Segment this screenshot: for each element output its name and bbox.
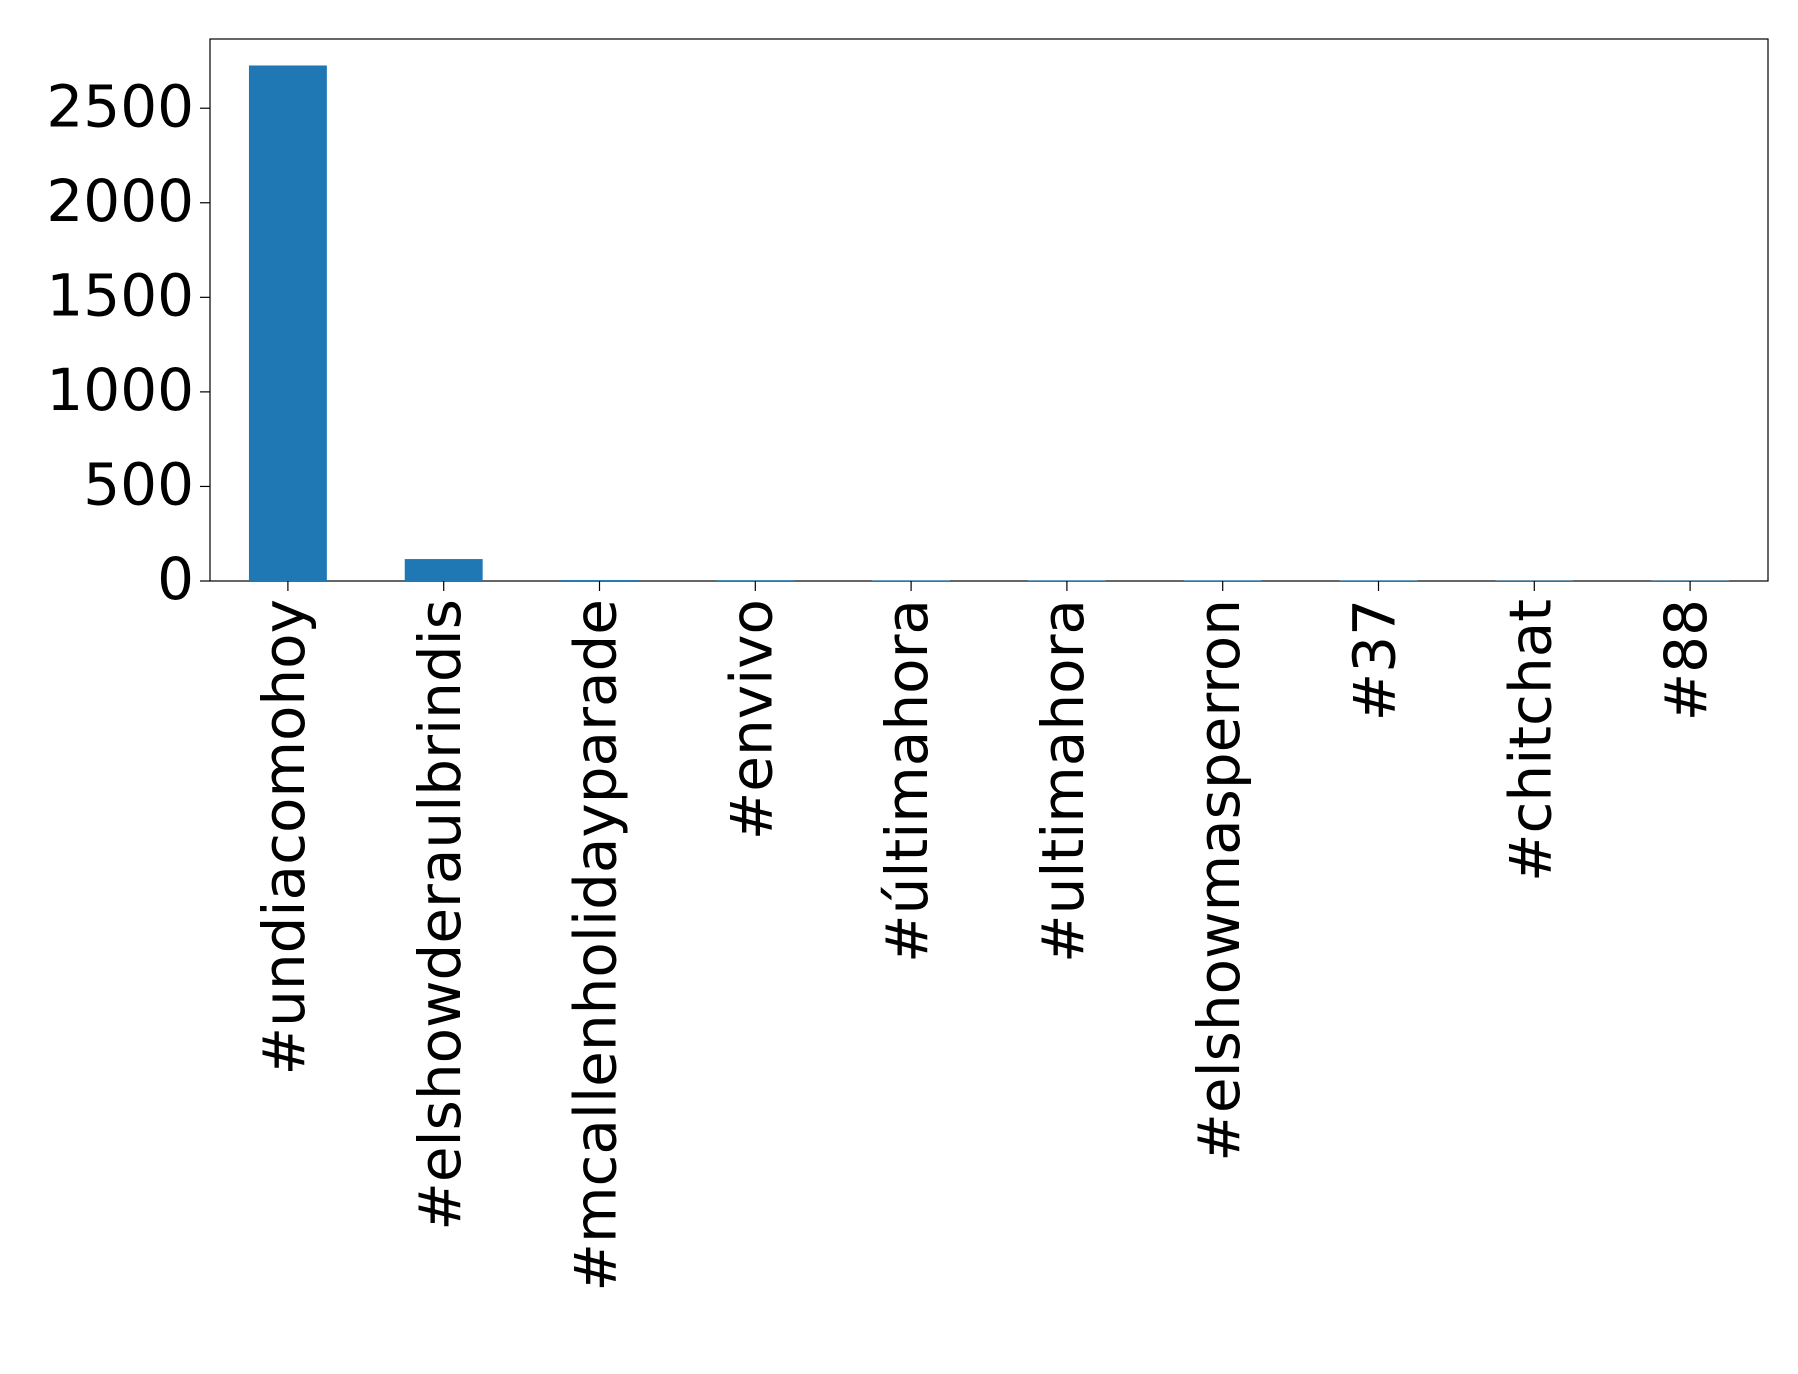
- bar: [716, 580, 795, 581]
- x-tick-label: #últimahora: [873, 599, 941, 963]
- x-tick-label: #mcallenholidayparade: [562, 599, 630, 1292]
- y-tick-label: 0: [157, 545, 194, 613]
- bar: [248, 65, 327, 581]
- x-tick-label: #elshowderaulbrindis: [406, 599, 474, 1231]
- bar: [1027, 580, 1106, 581]
- y-tick-label: 1000: [46, 356, 194, 424]
- x-tick-label: #chitchat: [1496, 599, 1564, 882]
- y-tick-label: 2000: [46, 167, 194, 235]
- x-tick-label: #undiacomohoy: [250, 599, 318, 1076]
- bar: [1183, 580, 1262, 581]
- bar: [1339, 580, 1418, 581]
- y-tick-label: 1500: [46, 261, 194, 329]
- x-tick-label: #37: [1341, 599, 1409, 721]
- bar: [872, 580, 951, 581]
- y-tick-label: 2500: [46, 72, 194, 140]
- plot-frame: [209, 38, 1769, 582]
- x-tick-label: #ultimahora: [1029, 599, 1097, 963]
- bar: [404, 559, 483, 581]
- x-tick-label: #elshowmasperron: [1185, 599, 1253, 1162]
- x-tick-label: #envivo: [717, 599, 785, 840]
- bar: [560, 580, 639, 581]
- y-tick-label: 500: [83, 451, 194, 519]
- x-tick-label: #88: [1652, 599, 1720, 721]
